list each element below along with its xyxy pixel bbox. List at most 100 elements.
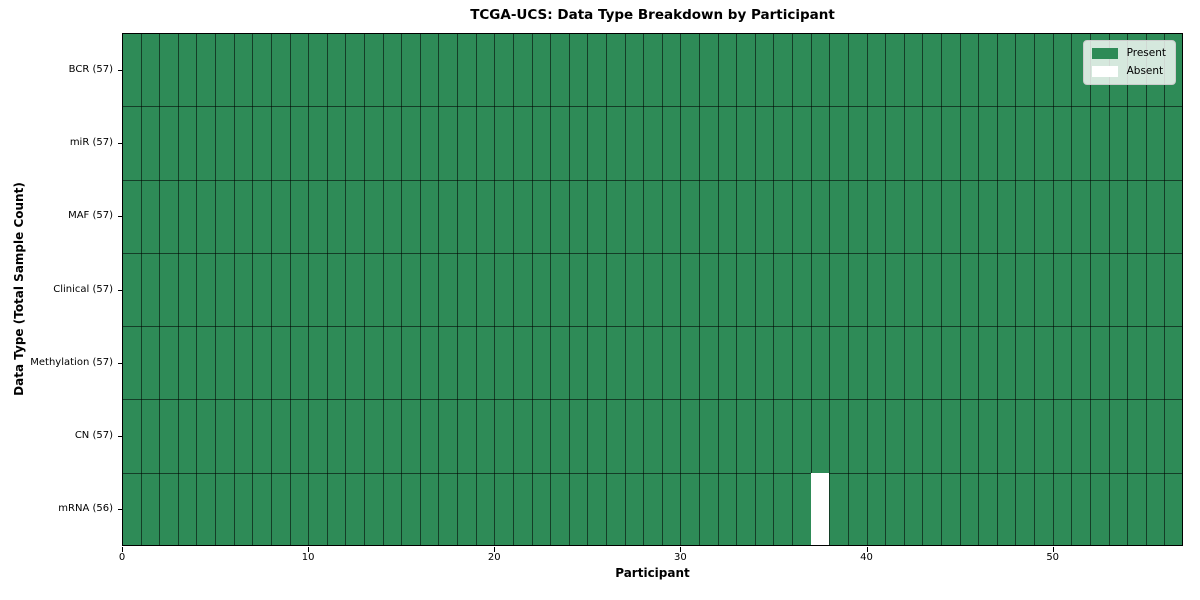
grid-line-vertical — [215, 33, 217, 546]
x-tick-label: 0 — [118, 552, 126, 563]
legend: Present Absent — [1082, 40, 1176, 85]
grid-line-vertical — [457, 33, 459, 546]
legend-item-present: Present — [1091, 47, 1166, 60]
y-tick-mark — [117, 289, 122, 291]
grid-line-vertical — [587, 33, 589, 546]
grid-line-vertical — [196, 33, 198, 546]
heatmap-plot — [122, 33, 1183, 548]
grid-line-vertical — [159, 33, 161, 546]
y-tick-label: miR (57) — [69, 136, 113, 148]
grid-line-vertical — [922, 33, 924, 546]
legend-label-absent: Absent — [1126, 65, 1164, 77]
grid-line-vertical — [754, 33, 756, 546]
x-axis-label: Participant — [615, 566, 690, 580]
y-tick-mark — [117, 142, 122, 144]
grid-line-vertical — [661, 33, 663, 546]
grid-line-vertical — [1071, 33, 1073, 546]
y-tick-mark — [117, 216, 122, 218]
x-tick-label: 50 — [1046, 552, 1060, 563]
x-tick-label: 40 — [860, 552, 873, 563]
x-axis: 0 10 20 30 40 50 — [119, 546, 1183, 568]
grid-line-vertical — [699, 33, 701, 546]
grid-line-vertical — [1127, 33, 1129, 546]
y-axis: BCR (57) miR (57) MAF (57) Clinical (57) Met… — [0, 33, 122, 546]
grid-line-horizontal — [122, 106, 1183, 108]
grid-line-vertical — [885, 33, 887, 546]
grid-line-vertical — [326, 33, 328, 546]
grid-line-vertical — [736, 33, 738, 546]
grid-line-horizontal — [122, 326, 1183, 328]
grid-line-vertical — [419, 33, 421, 546]
grid-line-vertical — [1034, 33, 1036, 546]
grid-line-vertical — [996, 33, 998, 546]
grid-line-horizontal — [122, 399, 1183, 401]
y-tick-label: BCR (57) — [68, 63, 113, 75]
grid-line-vertical — [252, 33, 254, 546]
x-tick-mark — [308, 547, 310, 552]
grid-line-vertical — [345, 33, 347, 546]
x-tick-label: 10 — [301, 552, 315, 563]
y-tick-label: Clinical (57) — [53, 283, 113, 295]
grid-line-vertical — [941, 33, 943, 546]
grid-line-horizontal — [122, 179, 1183, 181]
x-tick-mark — [494, 547, 496, 552]
grid-line-vertical — [792, 33, 794, 546]
grid-line-vertical — [1052, 33, 1054, 546]
grid-line-vertical — [512, 33, 514, 546]
grid-line-vertical — [1164, 33, 1166, 546]
grid-line-vertical — [717, 33, 719, 546]
grid-line-vertical — [401, 33, 403, 546]
grid-line-vertical — [475, 33, 477, 546]
grid-line-horizontal — [122, 472, 1183, 474]
grid-line-vertical — [382, 33, 384, 546]
grid-line-vertical — [438, 33, 440, 546]
y-tick-label: Methylation (57) — [30, 356, 113, 368]
grid-line-vertical — [1145, 33, 1147, 546]
y-tick-mark — [117, 436, 122, 438]
grid-line-vertical — [866, 33, 868, 546]
grid-line-vertical — [643, 33, 645, 546]
grid-line-vertical — [1089, 33, 1091, 546]
absent-cell — [810, 472, 830, 548]
x-tick-mark — [122, 547, 123, 552]
grid-line-vertical — [978, 33, 980, 546]
grid-line-vertical — [363, 33, 365, 546]
legend-label-present: Present — [1126, 47, 1166, 59]
chart-title: TCGA-UCS: Data Type Breakdown by Partici… — [470, 7, 835, 23]
grid-line-vertical — [605, 33, 607, 546]
grid-line-vertical — [308, 33, 310, 546]
grid-line-vertical — [773, 33, 775, 546]
y-tick-mark — [117, 69, 122, 71]
y-tick-mark — [117, 509, 122, 511]
grid-line-vertical — [680, 33, 682, 546]
grid-line-vertical — [1015, 33, 1017, 546]
grid-line-vertical — [233, 33, 235, 546]
grid-line-vertical — [531, 33, 533, 546]
x-tick-mark — [1052, 547, 1054, 552]
grid-line-vertical — [494, 33, 496, 546]
legend-item-absent: Absent — [1091, 65, 1166, 78]
y-tick-label: MAF (57) — [68, 210, 113, 222]
grid-line-vertical — [289, 33, 291, 546]
grid-line-vertical — [810, 33, 812, 546]
grid-line-horizontal — [122, 252, 1183, 254]
grid-line-vertical — [829, 33, 831, 546]
y-tick-mark — [117, 362, 122, 364]
grid-line-vertical — [1108, 33, 1110, 546]
grid-line-vertical — [140, 33, 142, 546]
x-tick-label: 20 — [487, 552, 501, 563]
x-tick-label: 30 — [674, 552, 687, 563]
y-tick-label: mRNA (56) — [58, 503, 113, 515]
grid-line-vertical — [624, 33, 626, 546]
grid-line-vertical — [270, 33, 272, 546]
x-tick-mark — [866, 547, 868, 552]
grid-line-vertical — [177, 33, 179, 546]
absent-swatch — [1091, 66, 1118, 77]
grid-line-vertical — [959, 33, 961, 546]
grid-line-vertical — [903, 33, 905, 546]
grid-line-vertical — [847, 33, 849, 546]
present-swatch — [1091, 48, 1118, 59]
grid-line-vertical — [568, 33, 570, 546]
y-tick-label: CN (57) — [74, 430, 113, 442]
